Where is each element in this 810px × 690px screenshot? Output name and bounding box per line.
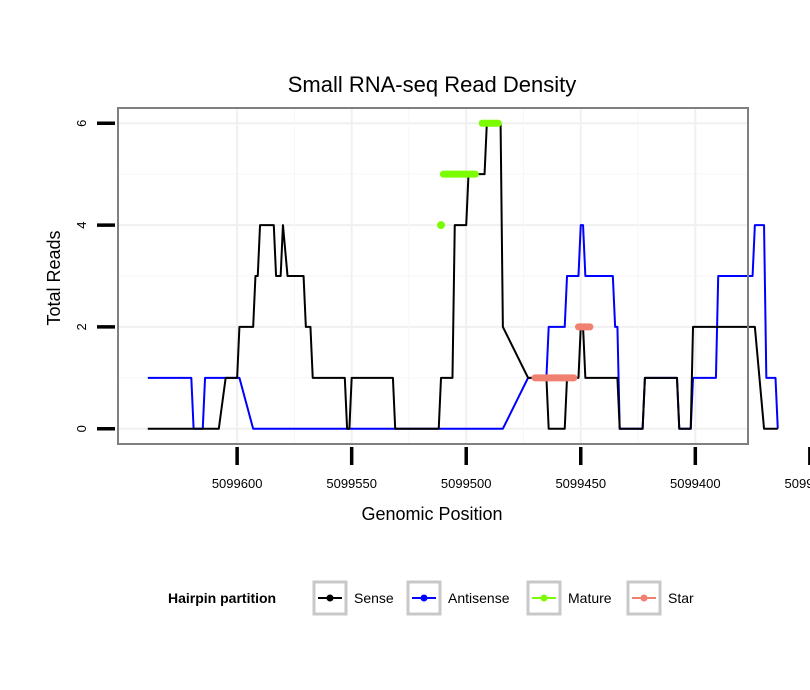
legend-label-mature: Mature — [568, 590, 612, 606]
y-tick-label: 4 — [74, 221, 89, 228]
x-axis: 5099600 5099550 5099500 5099450 5099400 50993… — [212, 447, 810, 491]
y-tick-label: 6 — [74, 120, 89, 127]
legend: Hairpin partition Sense Antisense Mature Sta… — [168, 580, 694, 616]
legend-label-antisense: Antisense — [448, 590, 510, 606]
series-sense-line — [147, 122, 778, 430]
grid — [118, 108, 748, 444]
x-tick-label: 5099550 — [326, 476, 377, 491]
y-axis-title: Total Reads — [44, 230, 64, 325]
x-axis-title: Genomic Position — [361, 504, 502, 524]
legend-dot-star — [640, 594, 648, 602]
series-mature-point — [437, 221, 446, 230]
legend-label-sense: Sense — [354, 590, 394, 606]
y-tick-label: 2 — [74, 323, 89, 330]
x-tick-label: 5099600 — [212, 476, 263, 491]
legend-title: Hairpin partition — [168, 590, 276, 606]
x-tick-label: 5099350 — [785, 476, 810, 491]
legend-dot-mature — [540, 594, 548, 602]
series-layer — [147, 119, 779, 430]
x-tick-label: 5099500 — [441, 476, 492, 491]
chart-title: Small RNA-seq Read Density — [288, 72, 577, 97]
legend-label-star: Star — [668, 590, 694, 606]
legend-dot-sense — [326, 594, 334, 602]
legend-dot-antisense — [420, 594, 428, 602]
y-axis: 0 2 4 6 — [74, 120, 115, 432]
x-tick-label: 5099450 — [555, 476, 606, 491]
y-tick-label: 0 — [74, 425, 89, 432]
x-tick-label: 5099400 — [670, 476, 721, 491]
plot-border — [117, 107, 749, 445]
